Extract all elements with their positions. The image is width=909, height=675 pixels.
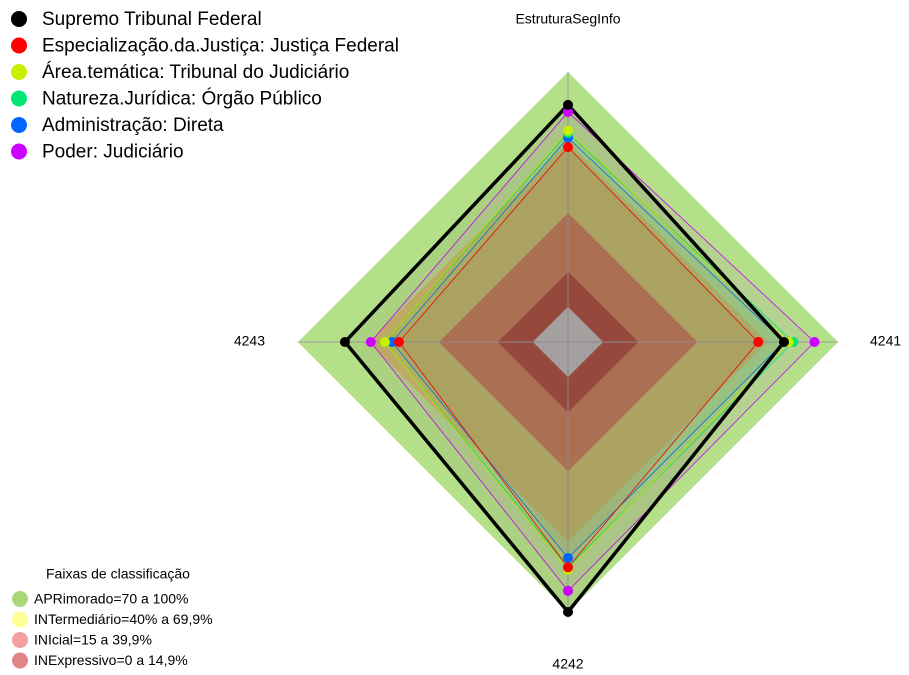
bands-legend-marker — [12, 652, 28, 669]
data-point — [563, 562, 573, 573]
axis-label: EstruturaSegInfo — [515, 11, 620, 27]
bands-legend-title: Faixas de classificação — [46, 566, 190, 582]
legend-label: Poder: Judiciário — [42, 142, 184, 163]
bands-legend-marker — [12, 611, 28, 628]
data-point — [563, 585, 573, 596]
bands-legend-label: APRimorado=70 a 100% — [34, 591, 189, 607]
legend-label: Natureza.Jurídica: Órgão Público — [42, 88, 322, 110]
data-point — [809, 337, 820, 347]
bands-legend-label: INTermediário=40% a 69,9% — [34, 611, 213, 627]
data-point — [753, 337, 764, 347]
legend-marker — [11, 117, 27, 133]
legend-marker — [11, 37, 27, 54]
bands-legend-label: INExpressivo=0 a 14,9% — [34, 652, 188, 668]
legend-label: Administração: Direta — [42, 115, 224, 136]
axis-label: 4241 — [870, 333, 901, 349]
band-ring — [497, 271, 639, 413]
data-point — [379, 337, 390, 347]
legend-label: Área.temática: Tribunal do Judiciário — [42, 62, 349, 83]
axis-label: 4243 — [234, 333, 265, 349]
band-ring — [438, 212, 698, 472]
data-point — [563, 125, 573, 136]
data-point — [563, 142, 573, 153]
band-ring — [298, 72, 838, 612]
data-point — [339, 337, 350, 347]
legend-label: Supremo Tribunal Federal — [42, 9, 262, 30]
data-point — [563, 553, 573, 563]
bands-legend-marker — [12, 591, 28, 607]
band-ring — [368, 142, 768, 542]
bands-legend-label: INIcial=15 a 39,9% — [34, 632, 152, 648]
data-point — [563, 99, 573, 110]
data-point — [365, 337, 376, 347]
legend-label: Especialização.da.Justiça: Justiça Feder… — [42, 36, 399, 57]
bands-legend-marker — [12, 632, 28, 648]
data-point — [563, 106, 573, 117]
data-point — [393, 337, 404, 347]
data-point — [386, 337, 397, 347]
data-point — [779, 337, 789, 347]
legend-marker — [11, 143, 27, 160]
data-point — [563, 607, 573, 617]
legend-marker — [11, 90, 27, 107]
axis-label: 4242 — [552, 656, 583, 672]
legend-marker — [11, 11, 27, 27]
legend-marker — [11, 64, 27, 80]
